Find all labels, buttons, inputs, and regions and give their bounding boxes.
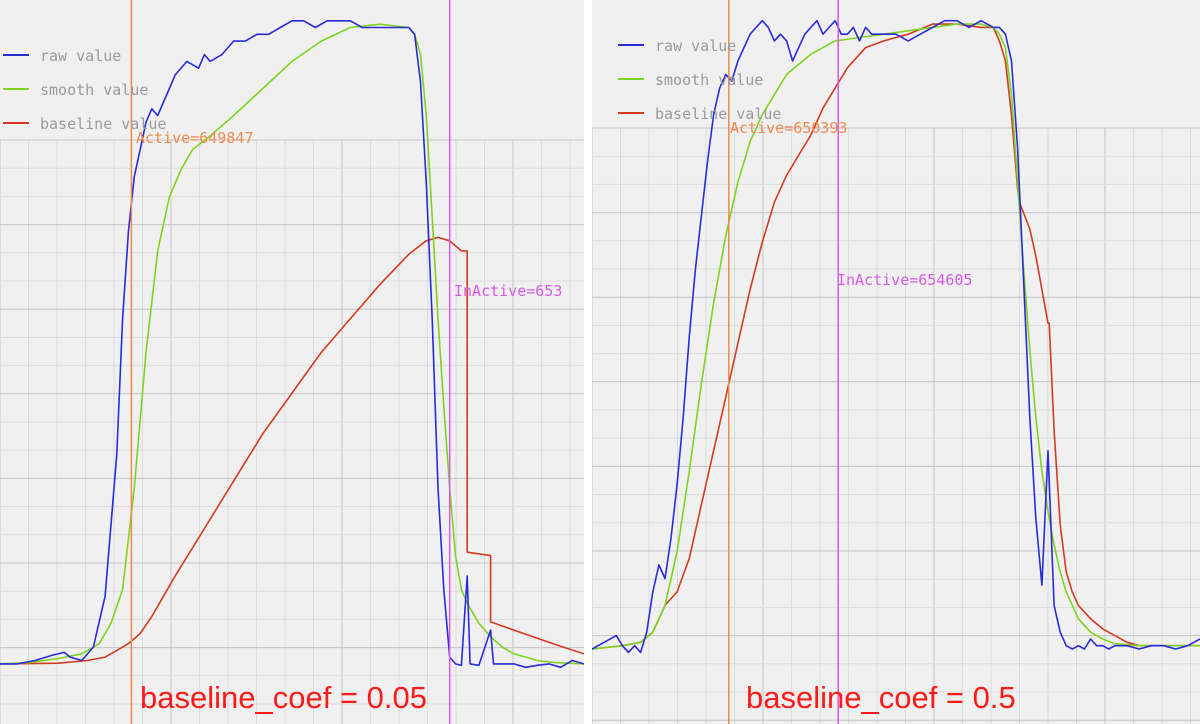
- legend-label-smooth: smooth value: [655, 71, 763, 89]
- grid: [592, 127, 1200, 724]
- legend: raw value smooth value baseline value: [618, 37, 781, 123]
- chart-panel-right: raw value smooth value baseline value Ac…: [592, 0, 1200, 724]
- legend-label-baseline: baseline value: [40, 115, 166, 133]
- series-line-raw: [0, 20, 584, 669]
- inactive-marker-label: InActive=653: [454, 282, 562, 300]
- inactive-marker-label: InActive=654605: [837, 271, 972, 289]
- legend-label-raw: raw value: [40, 47, 121, 65]
- marker-lines: [728, 0, 839, 724]
- series-line-baseline: [592, 23, 1200, 650]
- series-lines: [592, 19, 1200, 654]
- line-chart-left: raw value smooth value baseline value Ac…: [0, 0, 584, 724]
- chart-panel-left: raw value smooth value baseline value Ac…: [0, 0, 584, 724]
- marker-lines: [130, 0, 451, 724]
- grid: [0, 139, 584, 724]
- legend-label-smooth: smooth value: [40, 81, 148, 99]
- series-line-baseline: [0, 236, 584, 665]
- series-lines: [0, 20, 584, 669]
- legend: raw value smooth value baseline value: [3, 47, 166, 133]
- legend-label-baseline: baseline value: [655, 105, 781, 123]
- series-line-smooth: [0, 23, 584, 665]
- active-marker-label: Active=649847: [136, 129, 253, 147]
- series-line-raw: [592, 19, 1200, 654]
- line-chart-right: raw value smooth value baseline value Ac…: [592, 0, 1200, 724]
- chart-caption: baseline_coef = 0.05: [140, 680, 427, 715]
- legend-label-raw: raw value: [655, 37, 736, 55]
- chart-caption: baseline_coef = 0.5: [746, 680, 1016, 715]
- active-marker-label: Active=650393: [730, 119, 847, 137]
